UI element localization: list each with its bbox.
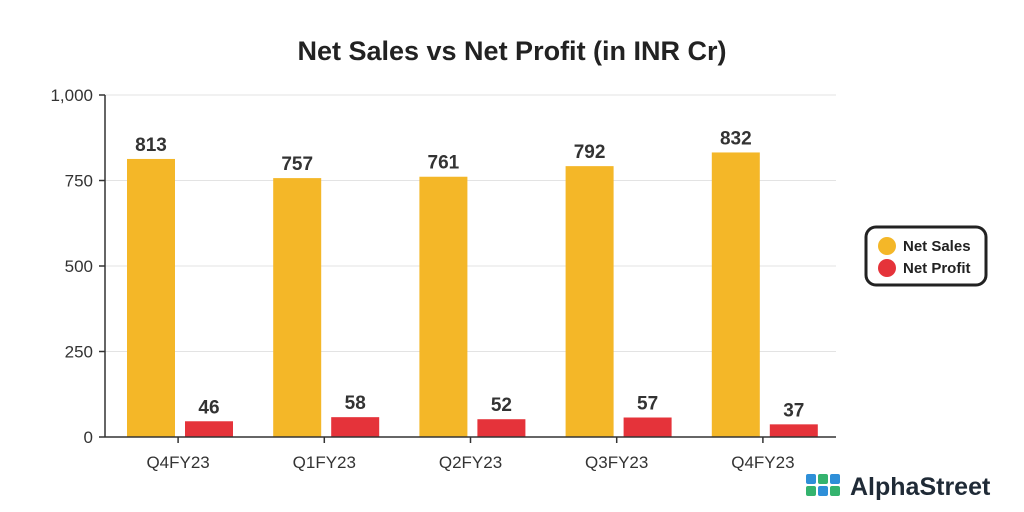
x-tick-label: Q3FY23 [585, 453, 648, 472]
data-label-net-profit: 57 [637, 394, 658, 415]
data-label-net-sales: 792 [574, 142, 606, 163]
legend-label-net-profit: Net Profit [903, 260, 971, 277]
x-axis: Q4FY23 Q1FY23 Q2FY23 Q3FY23 Q4FY23 [105, 436, 836, 472]
chart-title: Net Sales vs Net Profit (in INR Cr) [297, 36, 726, 66]
data-label-net-sales: 813 [135, 135, 167, 156]
data-label-net-sales: 832 [720, 128, 752, 149]
bar-net-profit [331, 417, 380, 437]
x-tick-label: Q4FY23 [146, 453, 209, 472]
alphastreet-grid-logo-icon [806, 474, 840, 496]
data-label-net-sales: 757 [281, 154, 313, 175]
bar-net-sales [419, 176, 468, 437]
brand-name: AlphaStreet [850, 473, 991, 501]
y-tick-label: 750 [65, 172, 93, 191]
y-tick-label: 0 [84, 428, 93, 447]
bar-net-profit [185, 421, 233, 437]
legend-label-net-sales: Net Sales [903, 238, 971, 255]
bars [127, 152, 818, 438]
y-tick-label: 250 [65, 343, 93, 362]
bar-net-sales [565, 166, 614, 438]
bar-net-profit [477, 419, 526, 437]
data-labels: 813 46 757 58 761 52 792 57 832 37 [135, 128, 804, 421]
bar-net-sales [127, 158, 175, 438]
bar-net-profit [623, 417, 672, 437]
data-label-net-sales: 761 [428, 153, 460, 174]
legend-swatch-net-profit [878, 259, 896, 277]
legend: Net Sales Net Profit [864, 225, 988, 287]
bar-net-sales [711, 152, 760, 437]
data-label-net-profit: 46 [198, 397, 219, 418]
legend-box [864, 225, 988, 287]
alphastreet-brand: AlphaStreet [806, 473, 991, 501]
data-label-net-profit: 37 [783, 400, 804, 421]
x-tick-label: Q1FY23 [293, 453, 356, 472]
bar-net-profit [769, 424, 818, 437]
x-tick-label: Q2FY23 [439, 453, 502, 472]
legend-swatch-net-sales [878, 237, 896, 255]
bar-net-sales [273, 178, 322, 437]
x-tick-label: Q4FY23 [731, 453, 794, 472]
y-tick-label: 1,000 [50, 86, 93, 105]
y-tick-label: 500 [65, 257, 93, 276]
y-axis: 0 250 500 750 1,000 [50, 86, 106, 447]
data-label-net-profit: 52 [491, 395, 512, 416]
data-label-net-profit: 58 [345, 393, 366, 414]
